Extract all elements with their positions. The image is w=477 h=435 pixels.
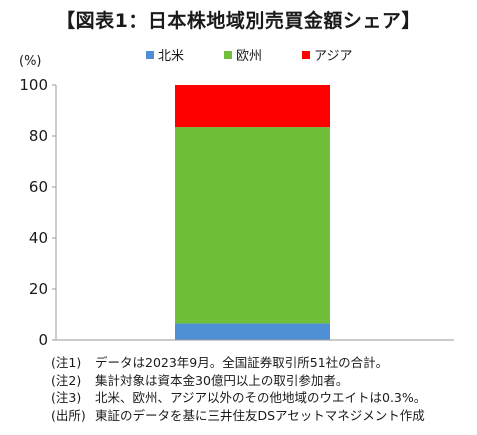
bar-segment-アジア: [175, 85, 330, 128]
footnote-1: (注1) データは2023年9月。全国証券取引所51社の合計。: [51, 354, 426, 372]
chart-title: 【図表1：日本株地域別売買金額シェア】: [56, 10, 421, 32]
y-axis-label: (%): [19, 54, 42, 69]
footnote-2: (注2) 集計対象は資本金30億円以上の取引参加者。: [51, 372, 426, 390]
footnote-tag: (注1): [51, 355, 82, 370]
bar-segment-北米: [175, 323, 330, 340]
footnote-text: 集計対象は資本金30億円以上の取引参加者。: [95, 372, 349, 388]
y-tick-label: 0: [38, 331, 48, 349]
footnote-text: データは2023年9月。全国証券取引所51社の合計。: [95, 355, 389, 370]
legend: 北米 欧州 アジア: [146, 49, 352, 64]
footnote-text: 東証のデータを基に三井住友DSアセットマネジメント作成: [95, 407, 425, 423]
footnote-tag: (出所): [51, 407, 86, 423]
bars: [175, 85, 330, 340]
bar-segment-欧州: [175, 127, 330, 324]
legend-swatch: [224, 51, 232, 59]
footnote-3: (注3) 北米、欧州、アジア以外のその他地域のウエイトは0.3%。: [51, 389, 426, 407]
footnote-source: (出所) 東証のデータを基に三井住友DSアセットマネジメント作成: [51, 407, 426, 425]
stacked-bar-chart: 北米 欧州 アジア (%) 0 20 40 60 80 100: [19, 49, 454, 349]
footnote-text: 北米、欧州、アジア以外のその他地域のウエイトは0.3%。: [95, 390, 427, 405]
footnotes: (注1) データは2023年9月。全国証券取引所51社の合計。 (注2) 集計対象は…: [51, 354, 426, 424]
legend-label: アジア: [314, 49, 352, 64]
footnote-tag: (注2): [51, 372, 82, 388]
y-tick-label: 60: [29, 178, 48, 196]
y-tick-label: 40: [29, 229, 48, 247]
y-tick-label: 80: [29, 127, 48, 145]
y-axis-ticks: 0 20 40 60 80 100: [19, 76, 56, 349]
footnote-tag: (注3): [51, 390, 82, 405]
legend-label: 欧州: [236, 49, 262, 64]
legend-label: 北米: [158, 49, 184, 64]
y-tick-label: 20: [29, 280, 48, 298]
y-tick-label: 100: [19, 76, 48, 94]
legend-swatch: [302, 51, 310, 59]
legend-swatch: [146, 51, 154, 59]
